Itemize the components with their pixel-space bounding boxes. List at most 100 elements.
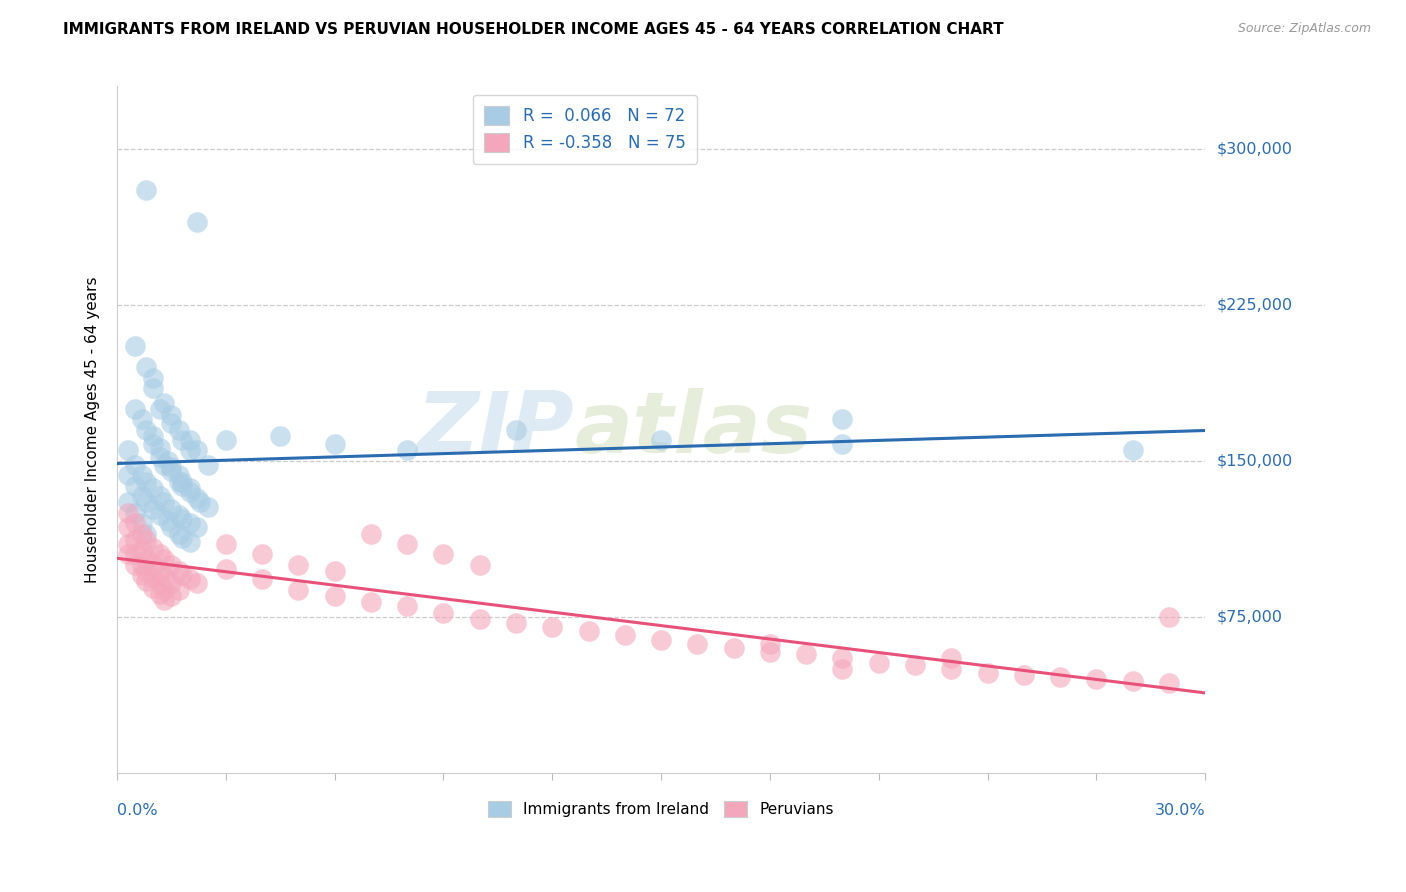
Point (131, 468, 153, 483)
Point (167, 423, 190, 437)
Point (1157, 676, 1180, 690)
Text: 30.0%: 30.0% (1154, 804, 1205, 818)
Point (156, 454, 179, 468)
Point (167, 475, 190, 489)
Point (172, 512, 194, 526)
Point (160, 460, 183, 475)
Point (124, 339, 146, 353)
Point (323, 437, 346, 451)
Point (831, 662, 853, 676)
Point (794, 647, 817, 661)
Point (179, 443, 201, 458)
Point (759, 637, 782, 651)
Point (135, 526, 157, 541)
Point (432, 547, 454, 561)
Point (135, 574, 157, 589)
Point (160, 576, 183, 591)
Point (117, 506, 139, 520)
Point (153, 395, 176, 409)
Point (831, 437, 853, 451)
Point (505, 423, 527, 437)
Point (153, 570, 176, 584)
Point (142, 558, 165, 572)
Point (323, 564, 346, 578)
Point (153, 551, 176, 566)
Point (160, 558, 183, 572)
Point (117, 537, 139, 551)
Point (124, 401, 146, 416)
Point (131, 489, 153, 503)
Text: atlas: atlas (574, 388, 813, 471)
Point (153, 593, 176, 607)
Point (287, 558, 309, 572)
Point (186, 443, 208, 458)
Point (117, 547, 139, 561)
Point (149, 564, 172, 578)
Point (941, 662, 963, 676)
Point (197, 500, 219, 514)
Point (153, 495, 176, 509)
Point (131, 516, 153, 530)
Point (131, 568, 153, 582)
Point (1122, 443, 1144, 458)
Point (287, 582, 309, 597)
Point (135, 564, 157, 578)
Point (179, 534, 201, 549)
Point (135, 475, 157, 489)
Point (250, 547, 273, 561)
Point (142, 570, 165, 584)
Point (360, 595, 382, 609)
Point (124, 458, 146, 472)
Point (153, 582, 176, 597)
Point (650, 632, 672, 647)
Text: Source: ZipAtlas.com: Source: ZipAtlas.com (1237, 22, 1371, 36)
Point (186, 520, 208, 534)
Point (186, 214, 208, 228)
Point (135, 183, 157, 197)
Point (432, 606, 454, 620)
Point (1012, 668, 1035, 682)
Text: $75,000: $75,000 (1216, 609, 1282, 624)
Point (215, 537, 238, 551)
Point (396, 599, 419, 614)
Point (124, 479, 146, 493)
Point (186, 491, 208, 506)
Point (250, 572, 273, 586)
Point (131, 412, 153, 426)
Point (172, 531, 194, 545)
Point (167, 582, 190, 597)
Point (541, 620, 564, 634)
Point (1049, 670, 1071, 684)
Point (149, 401, 172, 416)
Point (396, 443, 419, 458)
Point (160, 417, 183, 431)
Point (142, 541, 165, 555)
Point (396, 537, 419, 551)
Point (153, 458, 176, 472)
Point (759, 645, 782, 659)
Point (179, 485, 201, 500)
Point (142, 501, 165, 516)
Point (149, 442, 172, 456)
Point (131, 526, 153, 541)
Point (131, 558, 153, 572)
Point (941, 651, 963, 665)
Point (167, 508, 190, 522)
Point (172, 479, 194, 493)
Point (269, 429, 291, 443)
Point (686, 637, 709, 651)
Point (831, 651, 853, 665)
Point (1122, 674, 1144, 689)
Point (149, 489, 172, 503)
Point (142, 581, 165, 595)
Point (613, 628, 636, 642)
Point (160, 408, 183, 422)
Point (868, 656, 890, 670)
Point (135, 551, 157, 566)
Point (831, 412, 853, 426)
Point (167, 468, 190, 483)
Point (149, 450, 172, 464)
Point (135, 495, 157, 509)
Point (149, 576, 172, 591)
Point (124, 547, 146, 561)
